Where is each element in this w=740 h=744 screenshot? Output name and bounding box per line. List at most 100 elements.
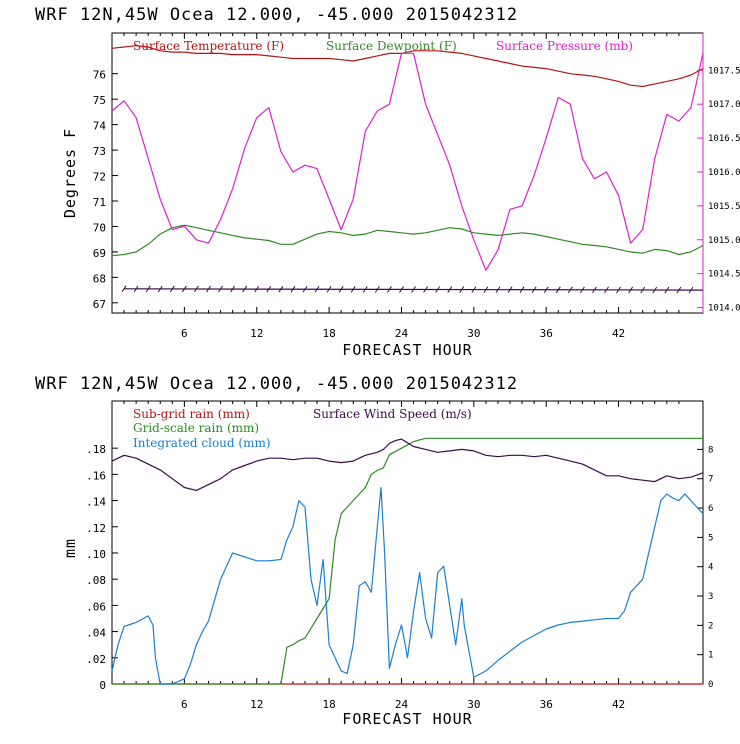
x-tick-label: 24 <box>395 698 409 711</box>
wind-barb <box>616 286 621 294</box>
wind-barb <box>326 286 332 293</box>
wind-barb <box>447 286 453 293</box>
panel-temperature: WRF 12N,45W Ocea 12.000, -45.000 2015042… <box>35 5 740 359</box>
wind-barb <box>314 285 320 293</box>
y-tick-label: 74 <box>93 120 107 133</box>
wind-barb <box>519 286 525 293</box>
y-tick-label: 73 <box>93 145 106 158</box>
y-tick-label: .16 <box>86 469 106 482</box>
wind-barb <box>181 285 187 293</box>
y-tick-label: 76 <box>93 69 106 82</box>
wind-barb <box>423 286 429 293</box>
x-tick-label: 42 <box>612 327 625 340</box>
y2-tick-label: 1017.0 <box>708 100 740 110</box>
legend-entry: Surface Temperature (F) <box>133 39 284 53</box>
y2-tick-label: 1015.0 <box>708 236 740 246</box>
wind-barb <box>435 286 441 293</box>
x-tick-label: 6 <box>181 698 188 711</box>
y-tick-label: 71 <box>93 196 106 209</box>
x-tick-label: 30 <box>467 327 480 340</box>
y2-tick-label: 1016.5 <box>708 134 740 144</box>
y-tick-label: 0 <box>99 679 106 692</box>
y-tick-label: 72 <box>93 171 106 184</box>
x-tick-label: 18 <box>322 698 335 711</box>
wind-barb <box>230 285 236 293</box>
y-tick-label: .06 <box>86 600 106 613</box>
y2-tick-label: 4 <box>708 563 713 573</box>
wind-barb <box>266 285 272 293</box>
legend-entry: Integrated cloud (mm) <box>133 436 271 450</box>
legend-entry: Surface Dewpoint (F) <box>326 39 457 53</box>
y2-tick-label: 1014.0 <box>708 304 740 314</box>
x-tick-label: 24 <box>395 327 409 340</box>
x-tick-label: 36 <box>540 327 553 340</box>
series-line-surface-temperature-f <box>111 45 704 88</box>
series-line-grid-scale-rain-mm <box>112 437 703 685</box>
wind-barb <box>567 286 573 294</box>
series-line-surface-pressure-mb <box>111 52 704 271</box>
wind-barb <box>411 286 416 293</box>
legend-entry: Surface Wind Speed (m/s) <box>313 407 472 421</box>
wind-barb <box>194 285 199 293</box>
wind-barb <box>374 286 380 293</box>
y2-tick-label: 0 <box>708 680 713 690</box>
y-tick-label: .02 <box>86 653 106 666</box>
chart-title: WRF 12N,45W Ocea 12.000, -45.000 2015042… <box>35 374 518 394</box>
wind-barb <box>579 286 585 294</box>
wind-barb <box>121 285 127 293</box>
wind-barb <box>338 286 344 293</box>
y2-tick-label: 1014.5 <box>708 270 740 280</box>
wind-barb <box>386 286 392 293</box>
wind-barb <box>459 286 465 293</box>
panel-precipitation: WRF 12N,45W Ocea 12.000, -45.000 2015042… <box>35 374 713 728</box>
wind-barb <box>133 285 139 293</box>
series-line-integrated-cloud-mm <box>111 486 704 685</box>
wind-barb <box>362 286 368 293</box>
x-axis-label: FORECAST HOUR <box>342 710 472 728</box>
wind-barb <box>471 286 477 293</box>
wind-barb <box>592 286 597 294</box>
x-tick-label: 30 <box>467 698 480 711</box>
wind-barb <box>218 285 223 293</box>
y-tick-label: 67 <box>93 298 106 311</box>
y-tick-label: .08 <box>86 574 106 587</box>
y2-tick-label: 1016.0 <box>708 168 740 178</box>
wind-barb <box>495 286 501 293</box>
wind-barb <box>157 285 163 293</box>
wind-barb <box>688 286 694 294</box>
wind-barb <box>350 286 356 293</box>
wind-barb <box>242 285 248 293</box>
x-tick-label: 12 <box>250 327 263 340</box>
y-tick-label: .14 <box>86 496 106 509</box>
x-tick-label: 6 <box>181 327 188 340</box>
y2-tick-label: 8 <box>708 445 713 455</box>
legend-entry: Surface Pressure (mb) <box>496 39 633 53</box>
wind-barb <box>278 285 284 293</box>
wind-barb <box>507 286 513 293</box>
wind-barb <box>206 285 211 293</box>
x-axis-label: FORECAST HOUR <box>342 341 472 359</box>
wind-barb <box>483 286 489 293</box>
wind-barb <box>640 286 646 294</box>
y2-tick-label: 6 <box>708 504 713 514</box>
y-tick-label: .10 <box>86 548 106 561</box>
x-tick-label: 36 <box>540 698 553 711</box>
x-tick-label: 12 <box>250 698 263 711</box>
y2-tick-label: 1 <box>708 651 713 661</box>
chart-title: WRF 12N,45W Ocea 12.000, -45.000 2015042… <box>35 5 518 25</box>
y2-tick-label: 2 <box>708 621 713 631</box>
wind-barb <box>676 286 682 294</box>
wind-barb <box>664 286 670 294</box>
y2-tick-label: 3 <box>708 592 713 602</box>
wind-barb <box>543 286 549 294</box>
plot-frame <box>111 32 704 314</box>
y-tick-label: 69 <box>93 247 106 260</box>
wind-barb <box>399 286 404 293</box>
y2-tick-label: 1015.5 <box>708 202 740 212</box>
y-tick-label: 75 <box>93 94 106 107</box>
legend-entry: Grid-scale rain (mm) <box>133 421 259 435</box>
wind-barb <box>555 286 561 294</box>
wind-barb <box>628 286 634 294</box>
wind-barb <box>531 286 537 294</box>
